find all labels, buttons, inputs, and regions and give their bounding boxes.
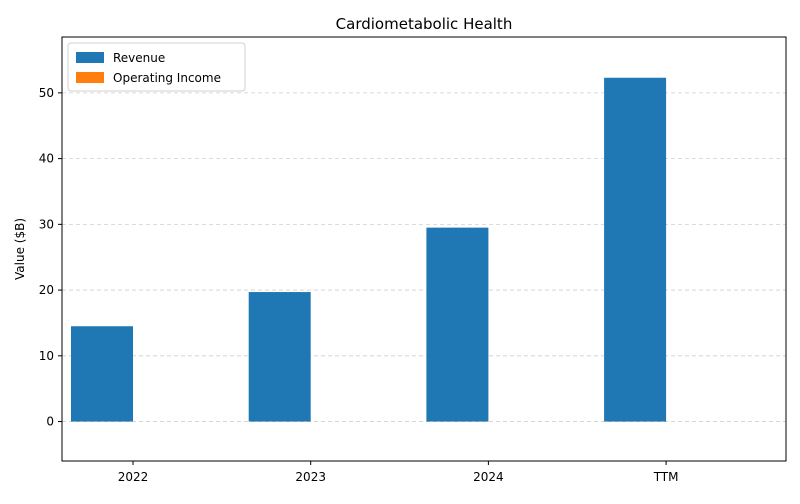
y-tick-label: 0 — [46, 415, 54, 429]
y-tick-label: 20 — [39, 283, 54, 297]
x-tick-label: 2024 — [473, 470, 504, 484]
x-tick-label: 2023 — [295, 470, 326, 484]
bar-revenue-2023 — [248, 292, 311, 422]
plot-frame — [61, 36, 787, 462]
legend-label-revenue: Revenue — [113, 51, 165, 65]
bars — [71, 77, 667, 422]
gridlines — [62, 92, 786, 422]
legend-box — [67, 42, 246, 92]
bar-revenue-ttm — [604, 77, 667, 422]
legend: Revenue Operating Income — [67, 42, 246, 92]
x-tick-label: TTM — [653, 470, 679, 484]
bar-revenue-2022 — [71, 326, 133, 422]
y-axis-label: Value ($B) — [13, 218, 27, 280]
legend-swatch-revenue — [76, 52, 104, 63]
axes: 0 10 20 30 40 50 2022 2023 2024 TTM — [39, 86, 679, 484]
x-tick-label: 2022 — [118, 470, 149, 484]
legend-swatch-operating-income — [76, 72, 104, 83]
legend-label-operating-income: Operating Income — [113, 71, 221, 85]
y-tick-label: 40 — [39, 152, 54, 166]
y-tick-label: 10 — [39, 349, 54, 363]
y-tick-label: 30 — [39, 217, 54, 231]
chart-title: Cardiometabolic Health — [336, 15, 513, 33]
bar-revenue-2024 — [426, 227, 489, 422]
y-tick-label: 50 — [39, 86, 54, 100]
